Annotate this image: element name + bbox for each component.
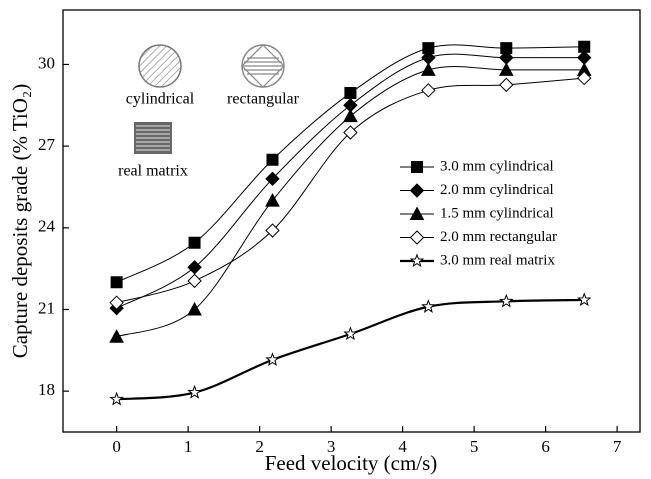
legend-marker xyxy=(409,183,425,198)
y-tick-label: 24 xyxy=(38,217,56,236)
legend-label: 1.5 mm cylindrical xyxy=(440,205,554,221)
data-point xyxy=(421,83,436,98)
data-point xyxy=(576,292,592,307)
data-point xyxy=(500,42,513,55)
x-tick-label: 5 xyxy=(470,437,479,456)
legend-label: 3.0 mm real matrix xyxy=(440,252,555,268)
legend-marker xyxy=(409,253,425,268)
x-tick-label: 1 xyxy=(184,437,193,456)
data-point xyxy=(265,193,280,207)
legend-marker xyxy=(409,230,425,245)
x-tick-label: 0 xyxy=(112,437,121,456)
data-point xyxy=(499,293,514,308)
y-tick-label: 18 xyxy=(38,380,55,399)
legend-marker xyxy=(409,206,425,220)
data-point xyxy=(188,236,201,249)
legend-label: 3.0 mm cylindrical xyxy=(440,158,554,174)
data-point xyxy=(187,273,202,289)
data-point xyxy=(187,384,202,399)
data-point xyxy=(109,329,124,343)
data-point xyxy=(109,295,124,310)
data-point xyxy=(343,326,358,341)
inset-label: rectangular xyxy=(227,91,300,108)
data-point xyxy=(265,171,280,187)
x-tick-label: 2 xyxy=(255,437,264,456)
data-point xyxy=(266,153,279,166)
data-point xyxy=(187,301,202,316)
legend-label: 2.0 mm rectangular xyxy=(440,229,557,245)
y-tick-label: 27 xyxy=(38,135,56,154)
legend-marker xyxy=(411,161,423,173)
data-point xyxy=(577,70,592,86)
x-axis-label: Feed velocity (cm/s) xyxy=(265,451,438,475)
data-point xyxy=(421,299,436,313)
x-tick-label: 4 xyxy=(398,437,407,456)
data-point xyxy=(109,391,124,406)
data-point xyxy=(343,108,358,123)
y-axis-label: Capture deposits grade (% TiO₂) xyxy=(8,84,32,358)
data-point xyxy=(578,40,591,53)
inset-cylindrical xyxy=(138,44,182,88)
plot-frame xyxy=(62,9,641,433)
data-point xyxy=(110,276,123,289)
x-tick-label: 6 xyxy=(541,437,550,456)
data-point xyxy=(498,62,514,76)
x-tick-label: 3 xyxy=(327,437,336,456)
inset-label: cylindrical xyxy=(126,91,195,108)
inset-rectangular xyxy=(241,44,285,88)
data-point xyxy=(265,223,280,238)
data-point xyxy=(421,62,436,76)
data-point xyxy=(265,352,280,367)
data-point xyxy=(343,125,358,140)
inset-label: real matrix xyxy=(118,163,188,180)
y-tick-label: 30 xyxy=(38,53,55,72)
inset-real-matrix xyxy=(134,122,172,154)
data-point xyxy=(577,50,592,65)
data-point xyxy=(499,77,514,93)
data-point xyxy=(422,42,435,55)
data-point xyxy=(344,87,357,100)
y-tick-label: 21 xyxy=(38,298,55,317)
legend-label: 2.0 mm cylindrical xyxy=(440,182,554,198)
x-tick-label: 7 xyxy=(613,437,622,456)
